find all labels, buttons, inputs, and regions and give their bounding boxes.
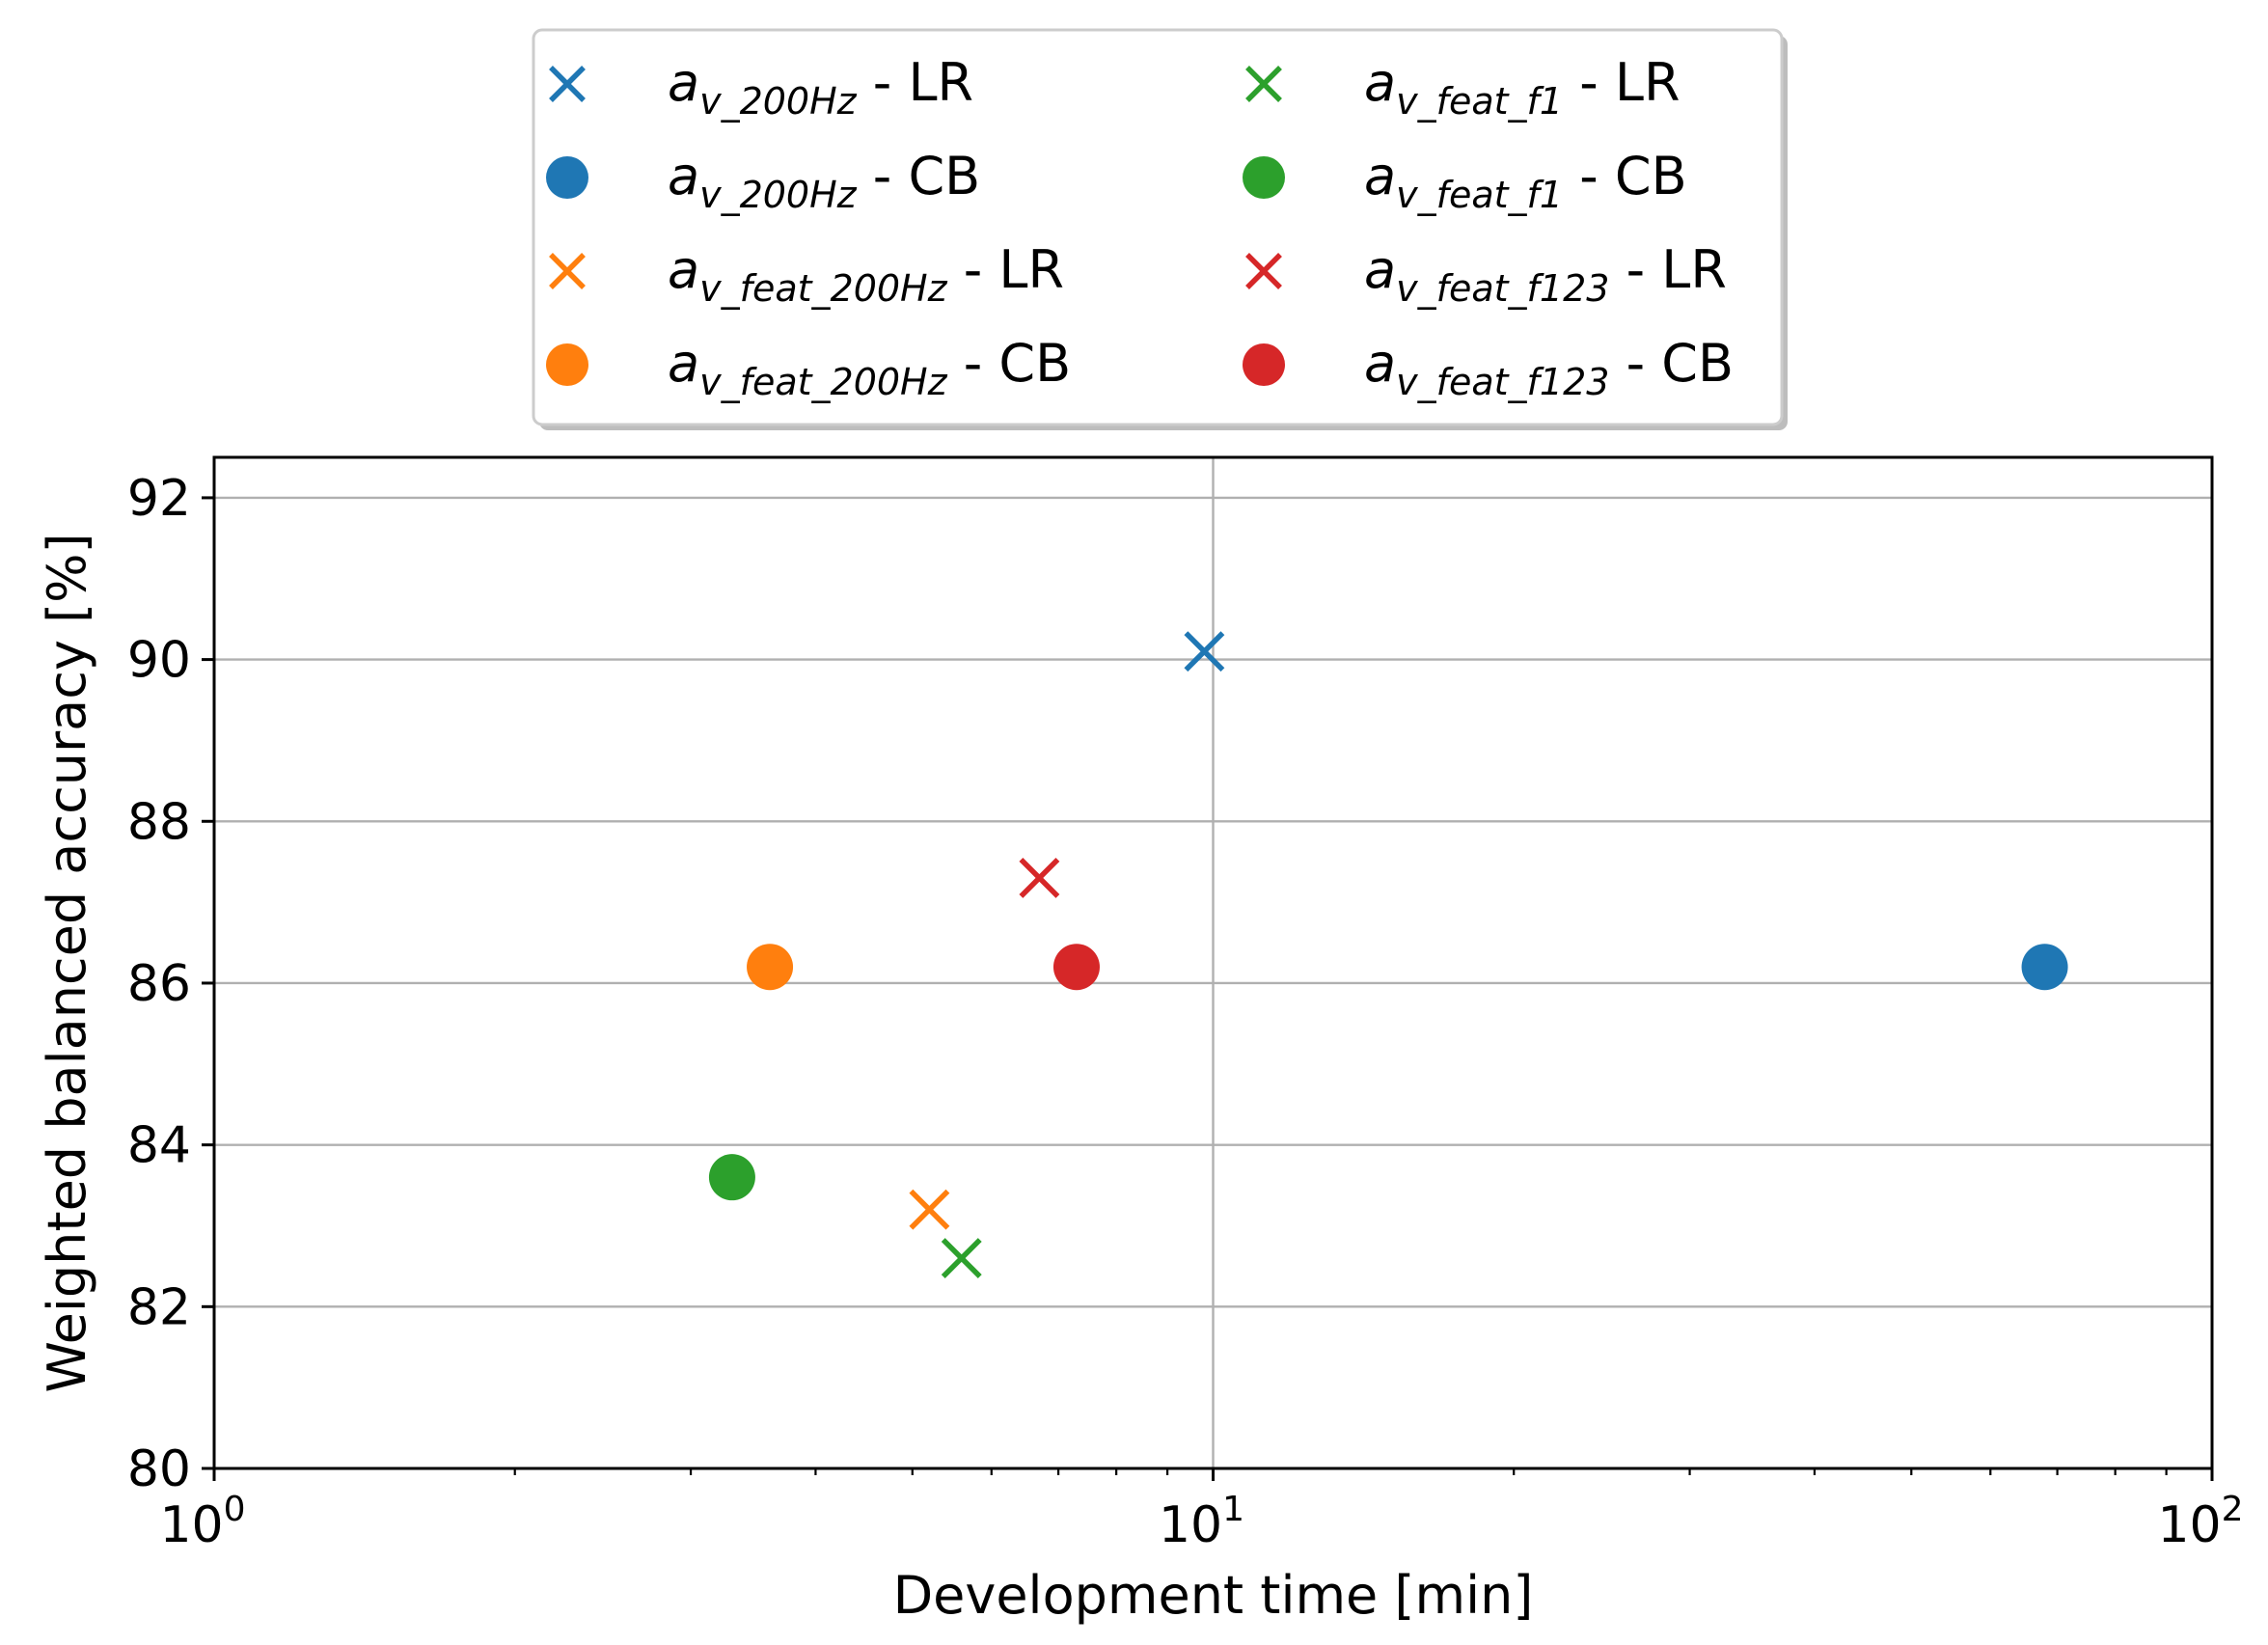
y-tick-label: 92	[127, 470, 191, 528]
point-v-feat-f123-cb	[1052, 944, 1100, 991]
legend-marker	[1243, 343, 1285, 386]
x-tick-label: 101	[1159, 1490, 1244, 1554]
y-tick-label: 84	[127, 1117, 191, 1175]
point-v-feat-f123-lr	[1019, 858, 1060, 898]
point-v-200Hz-lr	[1184, 631, 1225, 672]
legend-marker	[546, 156, 588, 199]
legend-marker-stroke	[1245, 66, 1282, 102]
legend-marker-stroke	[549, 253, 586, 289]
legend-label: av_feat_f1 - LR	[1364, 52, 1681, 123]
point-v-feat-f1-lr-stroke	[941, 1238, 982, 1278]
legend-marker	[549, 253, 586, 289]
legend-marker	[1243, 156, 1285, 199]
legend-label: av_feat_f1 - CB	[1364, 146, 1687, 216]
y-tick-label: 88	[127, 793, 191, 851]
x-tick-label: 102	[2157, 1490, 2243, 1554]
legend-marker	[546, 343, 588, 386]
point-v-feat-f123-lr-stroke	[1019, 858, 1060, 898]
point-v-200Hz-lr-stroke	[1184, 631, 1225, 672]
data-points	[708, 631, 2068, 1278]
point-v-feat-200Hz-cb	[747, 944, 794, 991]
legend-label: av_200Hz - CB	[668, 146, 980, 216]
legend: av_200Hz - LR av_200Hz - CB av_feat_200Hz …	[532, 28, 1788, 430]
legend-marker	[1245, 66, 1282, 102]
point-v-feat-f1-cb	[708, 1154, 755, 1201]
legend-label: av_feat_200Hz - CB	[668, 333, 1071, 403]
x-tick-label: 100	[159, 1490, 245, 1554]
y-tick-label: 90	[127, 632, 191, 690]
x-axis-label: Development time [min]	[893, 1565, 1534, 1626]
y-tick-label: 82	[127, 1278, 191, 1336]
legend-label: av_feat_f123 - CB	[1364, 333, 1734, 403]
grid-lines	[214, 457, 2212, 1468]
y-axis-label: Weighted balanced accuracy [%]	[37, 533, 97, 1392]
point-v-feat-f1-lr	[941, 1238, 982, 1278]
legend-marker	[549, 66, 586, 102]
legend-marker-stroke	[549, 66, 586, 102]
legend-label: av_feat_200Hz - LR	[668, 239, 1064, 310]
point-v-feat-200Hz-lr-stroke	[909, 1189, 950, 1230]
y-tick-label: 80	[127, 1440, 191, 1498]
legend-label: av_200Hz - LR	[668, 52, 973, 123]
legend-marker-stroke	[1245, 253, 1282, 289]
y-tick-label: 86	[127, 955, 191, 1013]
legend-marker	[1245, 253, 1282, 289]
point-v-200Hz-cb	[2021, 944, 2068, 991]
legend-frame	[532, 28, 1784, 426]
legend-label: av_feat_f123 - LR	[1364, 239, 1727, 310]
point-v-feat-200Hz-lr	[909, 1189, 950, 1230]
